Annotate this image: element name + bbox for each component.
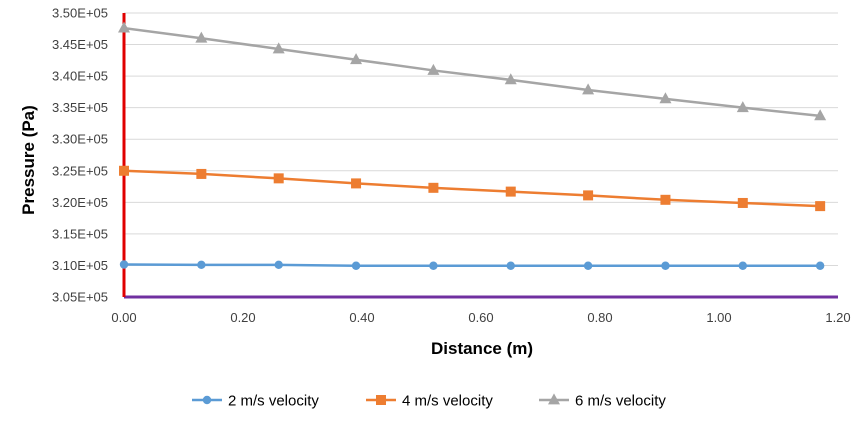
data-point-2 xyxy=(119,165,129,176)
y-tick-label: 3.30E+05 xyxy=(52,132,108,147)
x-tick-label: 0.00 xyxy=(111,310,136,325)
data-point-3 xyxy=(736,101,749,113)
legend-item-2: 4 m/s velocity xyxy=(366,393,493,410)
legend: 2 m/s velocity 4 m/s velocity 6 m/s veloci… xyxy=(192,393,666,410)
data-point-3 xyxy=(814,109,827,121)
legend-item-1: 2 m/s velocity xyxy=(192,393,319,410)
data-point-3 xyxy=(582,83,595,95)
y-tick-label: 3.20E+05 xyxy=(52,195,108,210)
y-tick-label: 3.10E+05 xyxy=(52,258,108,273)
legend-marker xyxy=(548,393,560,405)
data-point-2 xyxy=(273,173,284,184)
axes xyxy=(122,13,838,299)
x-tick-label: 0.80 xyxy=(587,310,612,325)
y-tick-label: 3.25E+05 xyxy=(52,163,108,178)
gridlines xyxy=(124,12,838,266)
x-tick-label: 0.20 xyxy=(230,310,255,325)
series-line-3 xyxy=(123,26,821,118)
x-tick-label: 0.60 xyxy=(468,310,493,325)
series-lines xyxy=(123,26,821,268)
series-line-1 xyxy=(123,263,821,268)
data-point-3 xyxy=(427,63,440,75)
data-point-1 xyxy=(197,260,206,270)
y-tick-label: 3.45E+05 xyxy=(52,37,108,52)
tick-labels: 3.05E+05 3.10E+05 3.15E+05 3.20E+05 3.25E+05… xyxy=(52,6,851,326)
x-axis-title: Distance (m) xyxy=(431,339,533,358)
y-tick-label: 3.05E+05 xyxy=(52,290,108,305)
legend-marker xyxy=(202,395,212,405)
data-point-2 xyxy=(815,201,826,212)
data-point-3 xyxy=(195,31,208,43)
data-point-1 xyxy=(274,260,283,270)
data-point-2 xyxy=(351,178,362,189)
data-point-1 xyxy=(583,261,593,270)
data-point-1 xyxy=(815,261,825,270)
legend-label: 2 m/s velocity xyxy=(228,393,319,410)
y-tick-label: 3.50E+05 xyxy=(52,6,108,21)
data-point-2 xyxy=(660,194,671,205)
data-point-3 xyxy=(118,21,130,33)
x-tick-label: 1.20 xyxy=(825,310,850,325)
legend-item-3: 6 m/s velocity xyxy=(539,393,666,410)
data-point-1 xyxy=(661,261,670,270)
data-point-1 xyxy=(738,261,747,270)
data-point-3 xyxy=(350,53,363,65)
data-point-3 xyxy=(504,73,517,85)
y-tick-label: 3.15E+05 xyxy=(52,226,108,241)
x-tick-label: 1.00 xyxy=(706,310,731,325)
data-point-1 xyxy=(429,261,438,270)
data-point-3 xyxy=(272,42,285,54)
series-markers xyxy=(118,21,827,270)
y-axis-title: Pressure (Pa) xyxy=(19,105,38,215)
x-tick-label: 0.40 xyxy=(349,310,374,325)
data-point-2 xyxy=(505,186,516,197)
data-point-2 xyxy=(737,197,748,208)
legend-label: 4 m/s velocity xyxy=(402,393,493,410)
data-point-1 xyxy=(351,261,361,270)
series-line-2 xyxy=(123,169,821,208)
data-point-2 xyxy=(196,168,207,179)
data-point-1 xyxy=(506,261,515,270)
data-point-2 xyxy=(428,182,439,193)
data-point-1 xyxy=(119,260,129,269)
y-tick-label: 3.40E+05 xyxy=(52,69,108,84)
legend-label: 6 m/s velocity xyxy=(575,393,666,410)
legend-marker xyxy=(376,395,386,405)
y-tick-label: 3.35E+05 xyxy=(52,100,108,115)
data-point-2 xyxy=(583,190,594,201)
data-point-3 xyxy=(659,92,672,104)
